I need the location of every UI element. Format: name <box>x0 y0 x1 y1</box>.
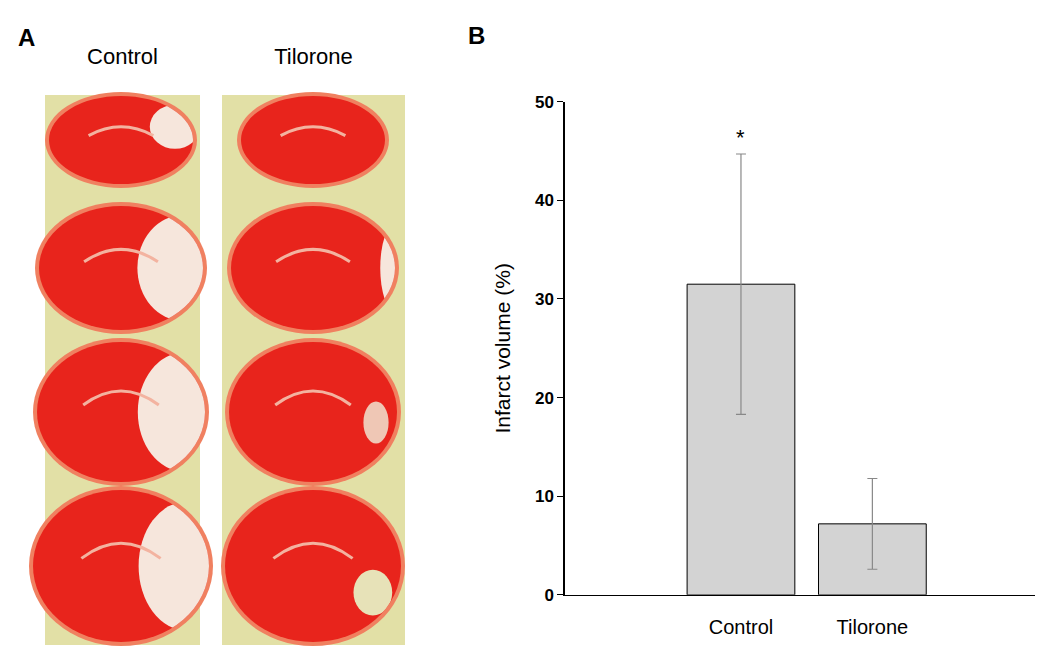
svg-text:0: 0 <box>545 586 554 605</box>
svg-text:30: 30 <box>535 290 554 309</box>
svg-text:*: * <box>736 125 745 150</box>
svg-text:40: 40 <box>535 191 554 210</box>
svg-text:50: 50 <box>535 93 554 112</box>
svg-text:Control: Control <box>709 616 773 638</box>
svg-text:A: A <box>18 24 35 51</box>
svg-text:Tilorone: Tilorone <box>837 616 909 638</box>
svg-text:Infarct volume (%): Infarct volume (%) <box>491 263 514 433</box>
svg-text:10: 10 <box>535 487 554 506</box>
svg-text:20: 20 <box>535 389 554 408</box>
html-text:B: B <box>468 22 486 49</box>
svg-text:Tilorone: Tilorone <box>274 44 353 69</box>
svg-text:Control: Control <box>87 44 158 69</box>
